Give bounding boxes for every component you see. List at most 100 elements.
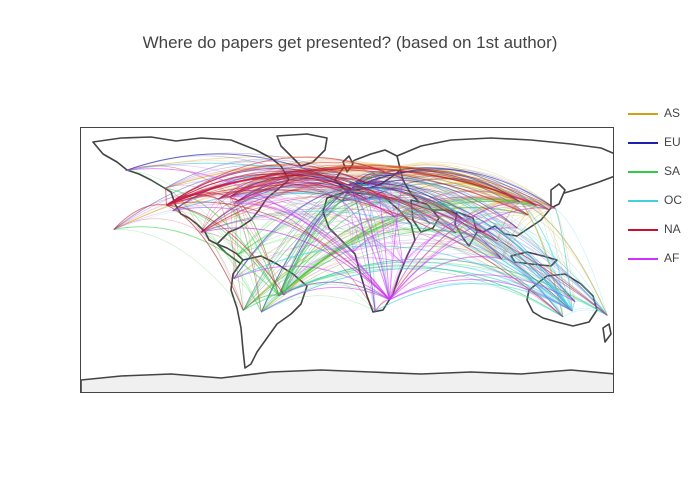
- arc-oc: [125, 163, 608, 316]
- arc-eu: [347, 183, 608, 316]
- arc-na: [200, 232, 285, 296]
- arc-eu: [355, 167, 550, 210]
- arc-na: [166, 189, 564, 318]
- arc-af: [278, 281, 390, 301]
- arc-eu: [347, 170, 386, 186]
- arc-na: [217, 198, 285, 295]
- arc-eu: [342, 201, 376, 312]
- world-map[interactable]: [80, 127, 614, 393]
- arc-sa: [278, 198, 367, 296]
- arc-af: [389, 218, 463, 300]
- arc-as: [200, 202, 503, 260]
- legend-swatch-sa: [628, 171, 658, 173]
- arc-na: [166, 204, 202, 233]
- arc-eu: [342, 187, 518, 229]
- arc-na: [230, 169, 518, 229]
- arc-eu: [351, 183, 463, 220]
- arc-na: [238, 200, 376, 312]
- arc-na: [125, 165, 239, 202]
- legend-item-eu[interactable]: EU: [628, 133, 698, 162]
- arc-af: [394, 214, 608, 316]
- arc-af: [165, 180, 403, 264]
- arc-af: [278, 251, 354, 296]
- arc-af: [394, 196, 529, 217]
- arc-na: [217, 169, 369, 200]
- arc-eu: [165, 158, 356, 189]
- arc-af: [389, 201, 521, 301]
- arc-oc: [501, 258, 573, 312]
- arc-sa: [233, 203, 262, 313]
- arc-sa: [238, 176, 404, 255]
- arc-eu: [165, 160, 348, 189]
- arc-af: [113, 203, 403, 264]
- arc-af: [352, 233, 503, 260]
- arc-oc: [375, 283, 573, 312]
- new-zealand-coast: [602, 323, 612, 343]
- arc-af: [342, 201, 354, 252]
- arc-af: [166, 193, 403, 264]
- arc-as: [165, 161, 521, 203]
- arc-na: [229, 196, 262, 313]
- arc-oc: [230, 184, 608, 316]
- arc-na: [237, 200, 262, 313]
- arc-na: [230, 182, 343, 202]
- arc-na: [113, 195, 219, 230]
- arc-af: [238, 197, 403, 264]
- arc-na: [230, 179, 431, 224]
- arc-sa: [229, 196, 239, 255]
- arc-as: [519, 201, 608, 316]
- arc-af: [347, 184, 395, 217]
- arc-oc: [374, 172, 608, 316]
- legend-item-as[interactable]: AS: [628, 104, 698, 133]
- arc-sa: [125, 170, 262, 313]
- arc-sa: [200, 232, 239, 255]
- arc-eu: [283, 184, 349, 295]
- arc-as: [233, 167, 556, 209]
- arc-oc: [230, 186, 573, 312]
- arc-sa: [261, 198, 521, 313]
- arc-af: [342, 200, 391, 300]
- arc-af: [352, 214, 518, 252]
- arc-eu: [347, 167, 537, 206]
- arc-af: [402, 258, 564, 318]
- arc-sa: [238, 200, 280, 296]
- arc-af: [367, 183, 395, 217]
- arc-oc: [367, 183, 564, 318]
- legend-item-sa[interactable]: SA: [628, 162, 698, 191]
- arc-as: [172, 169, 556, 212]
- arc-as: [230, 165, 556, 209]
- arc-af: [200, 219, 354, 252]
- arc-af: [217, 194, 403, 264]
- arc-oc: [342, 197, 608, 316]
- arc-oc: [394, 216, 564, 318]
- arc-af: [402, 232, 457, 264]
- arc-na: [230, 196, 280, 296]
- arc-sa: [261, 201, 343, 313]
- arc-eu: [243, 184, 348, 311]
- arc-eu: [367, 167, 556, 209]
- arc-sa: [243, 227, 457, 311]
- chart-title: Where do papers get presented? (based on…: [142, 33, 558, 52]
- arc-na: [217, 185, 608, 316]
- arc-as: [172, 184, 503, 260]
- arc-af: [352, 239, 576, 302]
- legend-item-af[interactable]: AF: [628, 249, 698, 278]
- arc-oc: [351, 187, 573, 312]
- arc-af: [367, 183, 403, 263]
- arc-af: [230, 194, 354, 252]
- arc-na: [230, 162, 375, 197]
- arc-na: [200, 177, 368, 233]
- arc-na: [217, 175, 392, 201]
- arc-af: [394, 216, 564, 318]
- arc-af: [351, 188, 354, 252]
- arc-sa: [238, 251, 376, 312]
- legend-item-na[interactable]: NA: [628, 220, 698, 249]
- arc-sa: [278, 171, 386, 296]
- arc-oc: [172, 189, 608, 316]
- arc-na: [238, 183, 431, 224]
- arc-af: [243, 216, 395, 311]
- arc-af: [389, 178, 405, 300]
- arc-na: [217, 172, 348, 200]
- arc-eu: [229, 174, 352, 197]
- legend-item-oc[interactable]: OC: [628, 191, 698, 220]
